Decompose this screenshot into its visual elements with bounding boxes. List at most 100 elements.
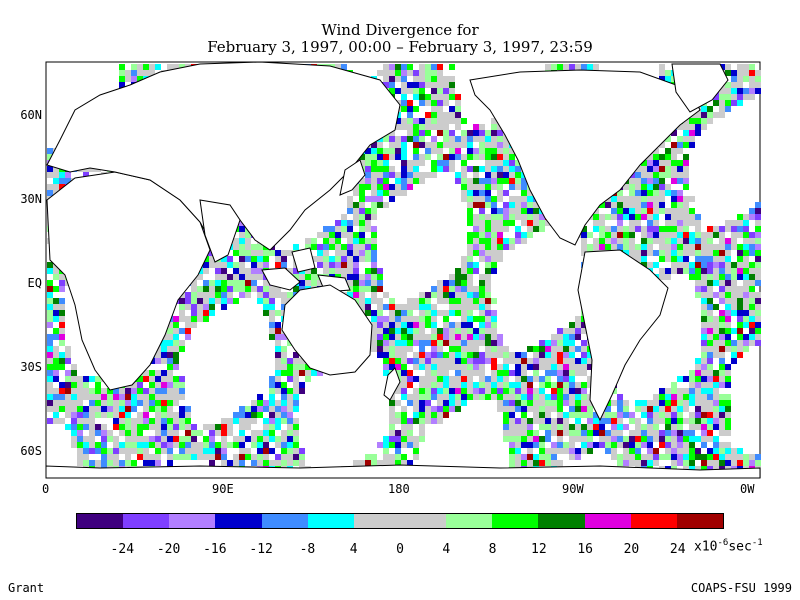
divergence-cell bbox=[131, 406, 137, 412]
divergence-cell bbox=[263, 406, 269, 412]
divergence-cell bbox=[251, 280, 257, 286]
divergence-cell bbox=[755, 82, 761, 88]
divergence-cell bbox=[725, 424, 731, 430]
divergence-cell bbox=[701, 280, 707, 286]
divergence-cell bbox=[515, 202, 521, 208]
divergence-cell bbox=[455, 118, 461, 124]
divergence-cell bbox=[317, 262, 323, 268]
divergence-cell bbox=[725, 286, 731, 292]
divergence-cell bbox=[389, 76, 395, 82]
colorbar-swatch bbox=[307, 514, 354, 528]
divergence-cell bbox=[419, 304, 425, 310]
divergence-cell bbox=[725, 454, 731, 460]
divergence-cell bbox=[755, 316, 761, 322]
divergence-cell bbox=[437, 388, 443, 394]
divergence-cell bbox=[419, 118, 425, 124]
divergence-cell bbox=[191, 322, 197, 328]
divergence-cell bbox=[581, 412, 587, 418]
divergence-cell bbox=[683, 418, 689, 424]
divergence-cell bbox=[653, 238, 659, 244]
divergence-cell bbox=[131, 394, 137, 400]
divergence-cell bbox=[677, 418, 683, 424]
divergence-cell bbox=[395, 76, 401, 82]
divergence-cell bbox=[635, 442, 641, 448]
divergence-cell bbox=[95, 448, 101, 454]
divergence-cell bbox=[401, 382, 407, 388]
divergence-cell bbox=[479, 274, 485, 280]
divergence-cell bbox=[299, 274, 305, 280]
divergence-cell bbox=[53, 172, 59, 178]
divergence-cell bbox=[671, 220, 677, 226]
divergence-cell bbox=[449, 358, 455, 364]
divergence-cell bbox=[257, 430, 263, 436]
divergence-cell bbox=[743, 88, 749, 94]
divergence-cell bbox=[269, 292, 275, 298]
map-title-line-1: Wind Divergence for bbox=[321, 21, 479, 39]
divergence-cell bbox=[491, 130, 497, 136]
divergence-cell bbox=[515, 418, 521, 424]
divergence-cell bbox=[521, 436, 527, 442]
coastlines bbox=[45, 61, 761, 479]
divergence-cell bbox=[407, 118, 413, 124]
divergence-cell bbox=[707, 454, 713, 460]
divergence-cell bbox=[551, 370, 557, 376]
divergence-cell bbox=[713, 370, 719, 376]
divergence-cell bbox=[365, 298, 371, 304]
divergence-cell bbox=[731, 454, 737, 460]
divergence-cell bbox=[713, 328, 719, 334]
divergence-cell bbox=[521, 232, 527, 238]
divergence-cell bbox=[683, 142, 689, 148]
divergence-cell bbox=[383, 370, 389, 376]
divergence-cell bbox=[377, 334, 383, 340]
divergence-cell bbox=[599, 202, 605, 208]
divergence-cell bbox=[113, 448, 119, 454]
divergence-cell bbox=[539, 376, 545, 382]
colorbar-swatch bbox=[123, 514, 170, 528]
divergence-cell bbox=[125, 436, 131, 442]
divergence-cell bbox=[143, 454, 149, 460]
divergence-cell bbox=[527, 220, 533, 226]
divergence-cell bbox=[167, 400, 173, 406]
divergence-cell bbox=[701, 430, 707, 436]
divergence-cell bbox=[443, 112, 449, 118]
divergence-cell bbox=[383, 166, 389, 172]
divergence-cell bbox=[395, 310, 401, 316]
divergence-cell bbox=[479, 352, 485, 358]
divergence-cell bbox=[479, 286, 485, 292]
divergence-cell bbox=[407, 88, 413, 94]
divergence-cell bbox=[263, 442, 269, 448]
divergence-cell bbox=[227, 460, 233, 466]
divergence-cell bbox=[389, 184, 395, 190]
divergence-cell bbox=[527, 430, 533, 436]
divergence-cell bbox=[497, 148, 503, 154]
divergence-cell bbox=[605, 430, 611, 436]
divergence-cell bbox=[701, 340, 707, 346]
divergence-cell bbox=[497, 256, 503, 262]
divergence-cell bbox=[149, 424, 155, 430]
divergence-cell bbox=[287, 436, 293, 442]
divergence-cell bbox=[461, 364, 467, 370]
divergence-cell bbox=[671, 436, 677, 442]
divergence-cell bbox=[569, 442, 575, 448]
divergence-cell bbox=[683, 172, 689, 178]
divergence-cell bbox=[77, 460, 83, 466]
divergence-cell bbox=[629, 190, 635, 196]
divergence-cell bbox=[107, 412, 113, 418]
divergence-cell bbox=[509, 442, 515, 448]
divergence-cell bbox=[515, 394, 521, 400]
divergence-cell bbox=[701, 376, 707, 382]
divergence-cell bbox=[707, 298, 713, 304]
divergence-cell bbox=[365, 244, 371, 250]
divergence-cell bbox=[125, 448, 131, 454]
divergence-cell bbox=[671, 460, 677, 466]
divergence-cell bbox=[185, 406, 191, 412]
divergence-cell bbox=[515, 172, 521, 178]
divergence-cell bbox=[719, 352, 725, 358]
divergence-cell bbox=[143, 448, 149, 454]
divergence-cell bbox=[671, 424, 677, 430]
divergence-cell bbox=[707, 376, 713, 382]
divergence-cell bbox=[203, 454, 209, 460]
divergence-cell bbox=[755, 232, 761, 238]
divergence-cell bbox=[407, 442, 413, 448]
divergence-cell bbox=[263, 418, 269, 424]
